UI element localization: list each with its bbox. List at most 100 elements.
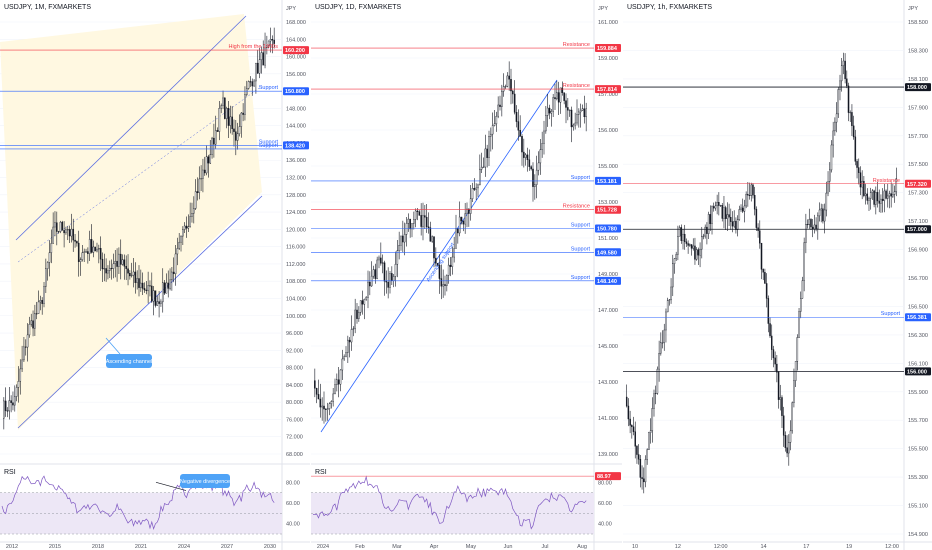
candle-body	[813, 224, 816, 230]
candle-body	[209, 154, 212, 164]
candle-body	[644, 459, 647, 483]
candle-body	[559, 87, 562, 103]
candle-body	[740, 207, 742, 210]
candle-body	[585, 108, 587, 118]
candle-body	[706, 226, 708, 234]
candle-body	[539, 149, 542, 164]
candle-body	[822, 208, 824, 222]
candle-body	[407, 218, 410, 224]
candle-body	[808, 219, 811, 225]
candle-body	[72, 228, 75, 241]
candle-body	[488, 136, 490, 158]
candle-body	[561, 87, 564, 93]
candle-body	[255, 62, 257, 82]
candle-body	[651, 408, 654, 432]
candle-body	[214, 130, 217, 145]
candle-body	[723, 207, 725, 219]
candle-body	[523, 151, 525, 158]
candle-body	[504, 86, 507, 88]
candle-body	[83, 251, 85, 253]
candle-body	[422, 215, 424, 227]
candle-body	[570, 109, 573, 128]
candle-body	[697, 249, 700, 256]
candle-body	[513, 93, 516, 113]
price-tag-value: 151.728	[597, 208, 617, 214]
candle-body	[524, 154, 527, 158]
candle-body	[728, 214, 730, 218]
candle-body	[37, 301, 40, 314]
panel-monthly[interactable]: USDJPY, 1M, FXMARKETS JPY 168.000 164.000 16…	[0, 0, 310, 550]
candle-body	[260, 52, 263, 60]
candle-body	[572, 124, 575, 128]
candle-body	[782, 415, 785, 436]
candle-body	[138, 278, 140, 288]
candle-body	[354, 309, 356, 329]
price-tag-value: 160.200	[285, 48, 305, 54]
chart-svg: USDJPY, 1D, FXMARKETS JPY 161.000 159.000 15…	[311, 0, 622, 550]
candle-body	[817, 215, 819, 230]
candle-body	[678, 227, 681, 237]
candle-body	[699, 248, 701, 256]
candle-body	[660, 342, 662, 354]
candle-body	[231, 116, 233, 130]
x-tick-label: 10	[632, 544, 638, 550]
candle-body	[65, 229, 67, 234]
candle-body	[222, 97, 224, 106]
y-tick-label: 112.000	[286, 262, 305, 268]
candle-body	[654, 393, 657, 395]
candle-body	[675, 254, 677, 259]
candle-body	[806, 224, 809, 226]
candle-body	[868, 198, 870, 201]
y-tick-label: 158.100	[908, 77, 928, 83]
candle-body	[87, 251, 89, 254]
price-tag	[595, 44, 621, 53]
candle-body	[852, 125, 855, 138]
candle-body	[10, 400, 12, 403]
ascending-support-line	[320, 79, 558, 433]
panel-daily[interactable]: USDJPY, 1D, FXMARKETS JPY 161.000 159.000 15…	[311, 0, 622, 550]
x-tick-label: Apr	[430, 544, 439, 550]
candle-body	[253, 80, 255, 87]
candle-body	[493, 123, 496, 126]
candle-body	[356, 309, 358, 319]
candle-body	[21, 359, 23, 370]
y-tick-label: 116.000	[286, 245, 305, 251]
candle-body	[473, 188, 476, 190]
candle-body	[755, 208, 758, 228]
candle-body	[711, 206, 713, 224]
candle-body	[764, 272, 766, 284]
candle-body	[515, 112, 518, 122]
x-tick-label: 2015	[49, 544, 61, 550]
candle-body	[479, 168, 481, 186]
candle-body	[859, 172, 862, 188]
price-tag	[905, 179, 931, 188]
candle-body	[526, 154, 529, 161]
candle-body	[409, 218, 411, 230]
candle-body	[56, 222, 58, 232]
x-tick-label: Jul	[541, 544, 548, 550]
candle-body	[455, 228, 457, 249]
candle-body	[151, 285, 153, 302]
candle-body	[134, 271, 137, 283]
candle-body	[464, 213, 466, 225]
candle-body	[193, 208, 195, 214]
candle-body	[835, 113, 838, 123]
candle-body	[34, 313, 36, 329]
candle-body	[429, 227, 432, 242]
candle-body	[497, 104, 499, 117]
candle-body	[39, 300, 42, 303]
candle-body	[24, 346, 27, 348]
price-tag	[595, 205, 621, 214]
y-tick-label: 84.000	[286, 383, 303, 389]
candle-body	[376, 259, 378, 279]
y-tick-label: 128.000	[286, 193, 306, 199]
candle-body	[132, 271, 135, 276]
candle-body	[187, 226, 190, 229]
panel-hourly[interactable]: USDJPY, 1h, FXMARKETS JPY 158.500 158.300 15…	[623, 0, 932, 550]
candle-body	[517, 121, 520, 131]
y-tick-label: 141.000	[598, 416, 618, 422]
candle-body	[196, 191, 199, 193]
candle-body	[885, 190, 887, 199]
candle-body	[418, 211, 421, 216]
candle-body	[127, 268, 129, 274]
